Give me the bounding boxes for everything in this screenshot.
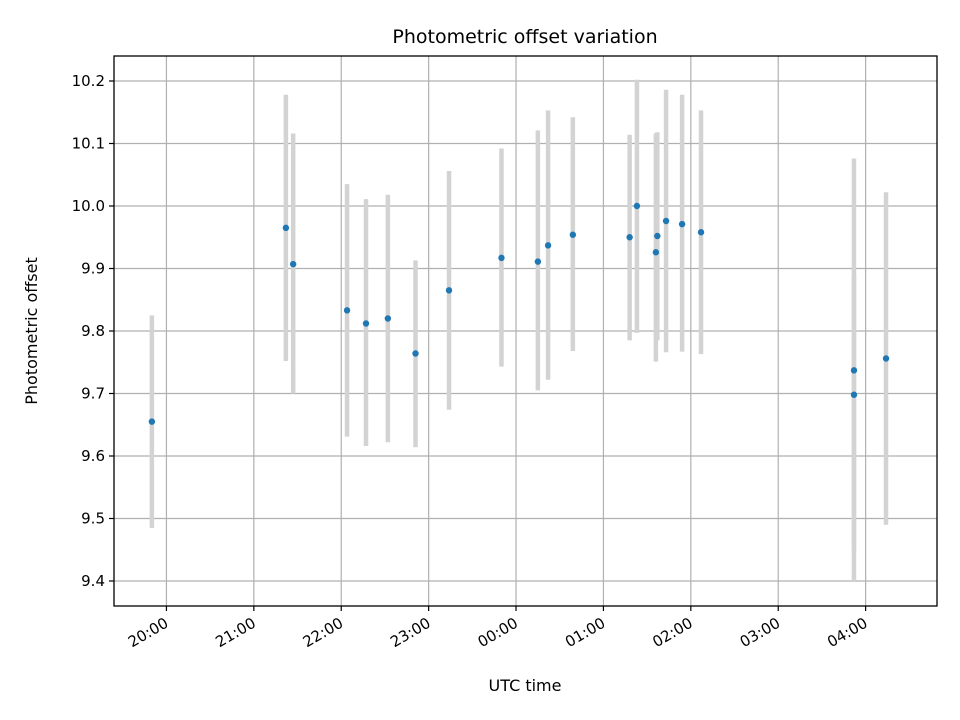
point-layer: [148, 202, 890, 425]
x-tick-label: 20:00: [125, 614, 171, 651]
tick-layer: 20:00 21:00 22:00 23:00 00:00 01:00 02:00 03:00…: [72, 72, 871, 651]
data-point: [633, 202, 641, 210]
y-tick-label: 10.1: [72, 135, 105, 153]
data-point: [362, 320, 370, 327]
data-point: [343, 307, 351, 314]
x-tick-label: 22:00: [300, 614, 346, 651]
x-tick-label: 02:00: [649, 614, 695, 651]
grid-layer: [114, 56, 937, 606]
y-tick-label: 9.5: [81, 510, 105, 528]
data-point: [850, 367, 858, 374]
y-tick-label: 9.8: [81, 322, 105, 340]
data-point: [882, 355, 890, 362]
x-tick-label: 03:00: [737, 614, 783, 651]
data-point: [148, 418, 156, 425]
y-tick-label: 10.0: [72, 197, 105, 215]
data-point: [697, 229, 705, 236]
y-tick-label: 10.2: [72, 72, 105, 90]
x-tick-label: 00:00: [475, 614, 521, 651]
x-tick-label: 21:00: [212, 614, 258, 651]
data-point: [282, 224, 290, 232]
data-point: [534, 258, 542, 265]
y-tick-label: 9.4: [81, 572, 105, 590]
errorbar-layer: [149, 79, 889, 581]
data-point: [289, 260, 297, 268]
x-tick-label: 04:00: [824, 614, 870, 651]
data-point: [498, 254, 505, 262]
data-point: [850, 391, 858, 398]
data-point: [445, 287, 453, 294]
data-point: [569, 231, 577, 238]
y-tick-label: 9.7: [81, 385, 105, 403]
y-axis-label: Photometric offset: [22, 257, 41, 405]
chart-title: Photometric offset variation: [392, 26, 657, 48]
data-point: [654, 232, 661, 240]
data-point: [384, 315, 392, 322]
data-point: [678, 220, 686, 228]
data-point: [544, 242, 552, 249]
data-point: [652, 249, 660, 256]
data-point: [662, 217, 670, 225]
y-tick-label: 9.9: [81, 260, 105, 278]
x-axis-label: UTC time: [489, 676, 562, 695]
y-tick-label: 9.6: [81, 447, 105, 465]
data-point: [412, 350, 419, 357]
x-tick-label: 23:00: [387, 614, 433, 651]
x-tick-label: 01:00: [562, 614, 608, 651]
data-point: [626, 234, 633, 241]
